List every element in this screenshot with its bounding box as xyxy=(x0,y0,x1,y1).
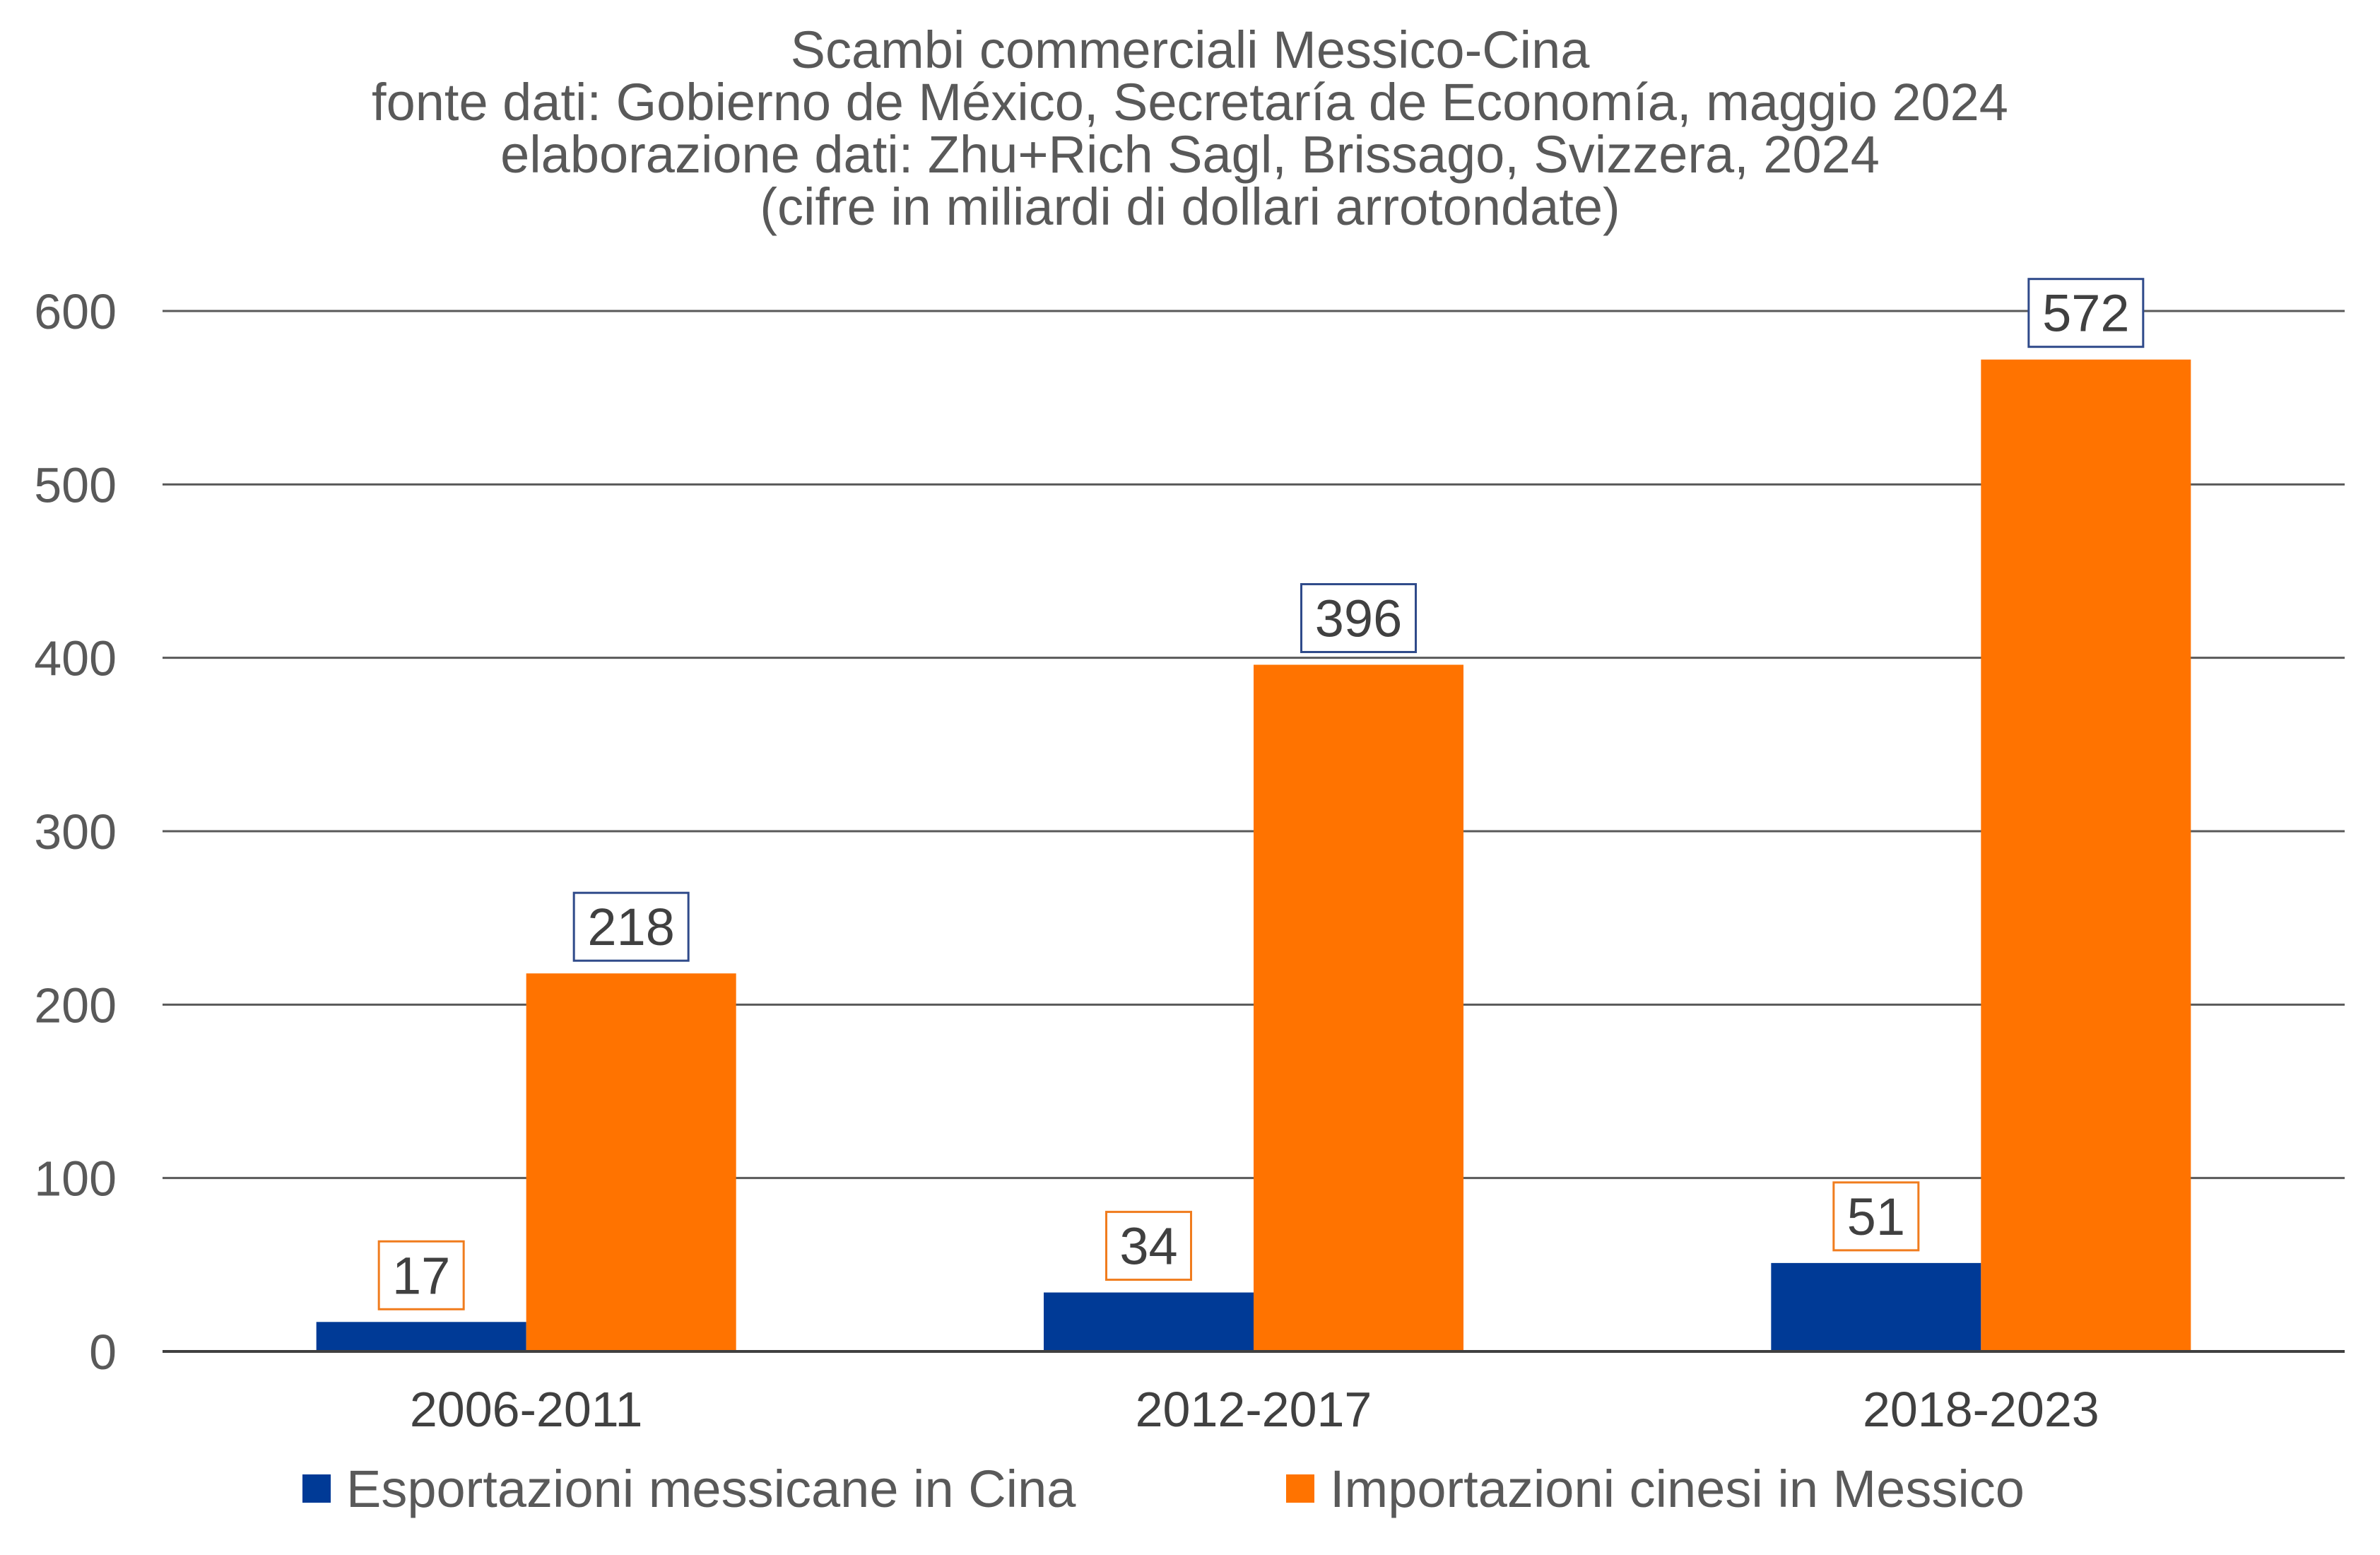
y-tick-label-300: 300 xyxy=(34,804,117,859)
bar-2018-2023-series-1 xyxy=(1771,1262,1981,1351)
bar-2012-2017-series-1 xyxy=(1044,1292,1254,1351)
title-line-4: (cifre in miliardi di dollari arrotondat… xyxy=(760,177,1620,236)
title-line-2: fonte dati: Gobierno de México, Secretar… xyxy=(372,73,2008,131)
data-label-2012-2017-series-1: 34 xyxy=(1119,1217,1177,1276)
data-label-2018-2023-series-2: 572 xyxy=(2042,284,2129,343)
x-tick-label-2018-2023: 2018-2023 xyxy=(1863,1382,2099,1437)
data-label-2006-2011-series-1: 17 xyxy=(392,1246,450,1305)
y-axis-ticks: 0 100 200 300 400 500 600 xyxy=(34,284,117,1380)
data-label-box-2006-2011-series-1 xyxy=(377,1240,465,1310)
data-label-box-2006-2011-series-2 xyxy=(572,891,690,962)
y-tick-label-600: 600 xyxy=(34,284,117,339)
legend-label-series-2: Importazioni cinesi in Messico xyxy=(1330,1460,2025,1518)
data-label-2006-2011-series-2: 218 xyxy=(587,898,674,956)
y-tick-label-200: 200 xyxy=(34,978,117,1033)
legend-label-series-1: Esportazioni messicane in Cina xyxy=(346,1460,1076,1518)
title-line-1: Scambi commerciali Messico-Cina xyxy=(791,20,1591,79)
bar-2006-2011-series-2 xyxy=(526,973,736,1351)
legend: Esportazioni messicane in Cina Importazio… xyxy=(302,1460,2025,1518)
x-tick-label-2006-2011: 2006-2011 xyxy=(410,1382,643,1437)
data-labels: 17 218 34 396 51 572 xyxy=(377,278,2145,1310)
data-label-2012-2017-series-2: 396 xyxy=(1315,589,1402,647)
legend-swatch-series-2 xyxy=(1286,1474,1314,1503)
bar-2018-2023-series-2 xyxy=(1981,359,2191,1351)
y-tick-label-500: 500 xyxy=(34,457,117,512)
legend-swatch-series-1 xyxy=(302,1474,331,1503)
bar-2006-2011-series-1 xyxy=(316,1322,526,1351)
data-label-box-2018-2023-series-1 xyxy=(1832,1181,1920,1252)
data-label-box-2012-2017-series-1 xyxy=(1105,1211,1192,1281)
x-axis: 2006-2011 2012-2017 2018-2023 xyxy=(163,1350,2345,1437)
data-label-box-2018-2023-series-2 xyxy=(2027,278,2145,348)
data-label-box-2012-2017-series-2 xyxy=(1300,582,1417,653)
y-tick-label-0: 0 xyxy=(89,1325,117,1380)
y-tick-label-400: 400 xyxy=(34,631,117,686)
title-line-3: elaborazione dati: Zhu+Rich Sagl, Brissa… xyxy=(500,125,1880,184)
bars xyxy=(316,359,2191,1351)
x-tick-label-2012-2017: 2012-2017 xyxy=(1136,1382,1372,1437)
data-label-2018-2023-series-1: 51 xyxy=(1847,1187,1905,1246)
y-tick-label-100: 100 xyxy=(34,1151,117,1207)
bar-2012-2017-series-2 xyxy=(1254,664,1463,1351)
